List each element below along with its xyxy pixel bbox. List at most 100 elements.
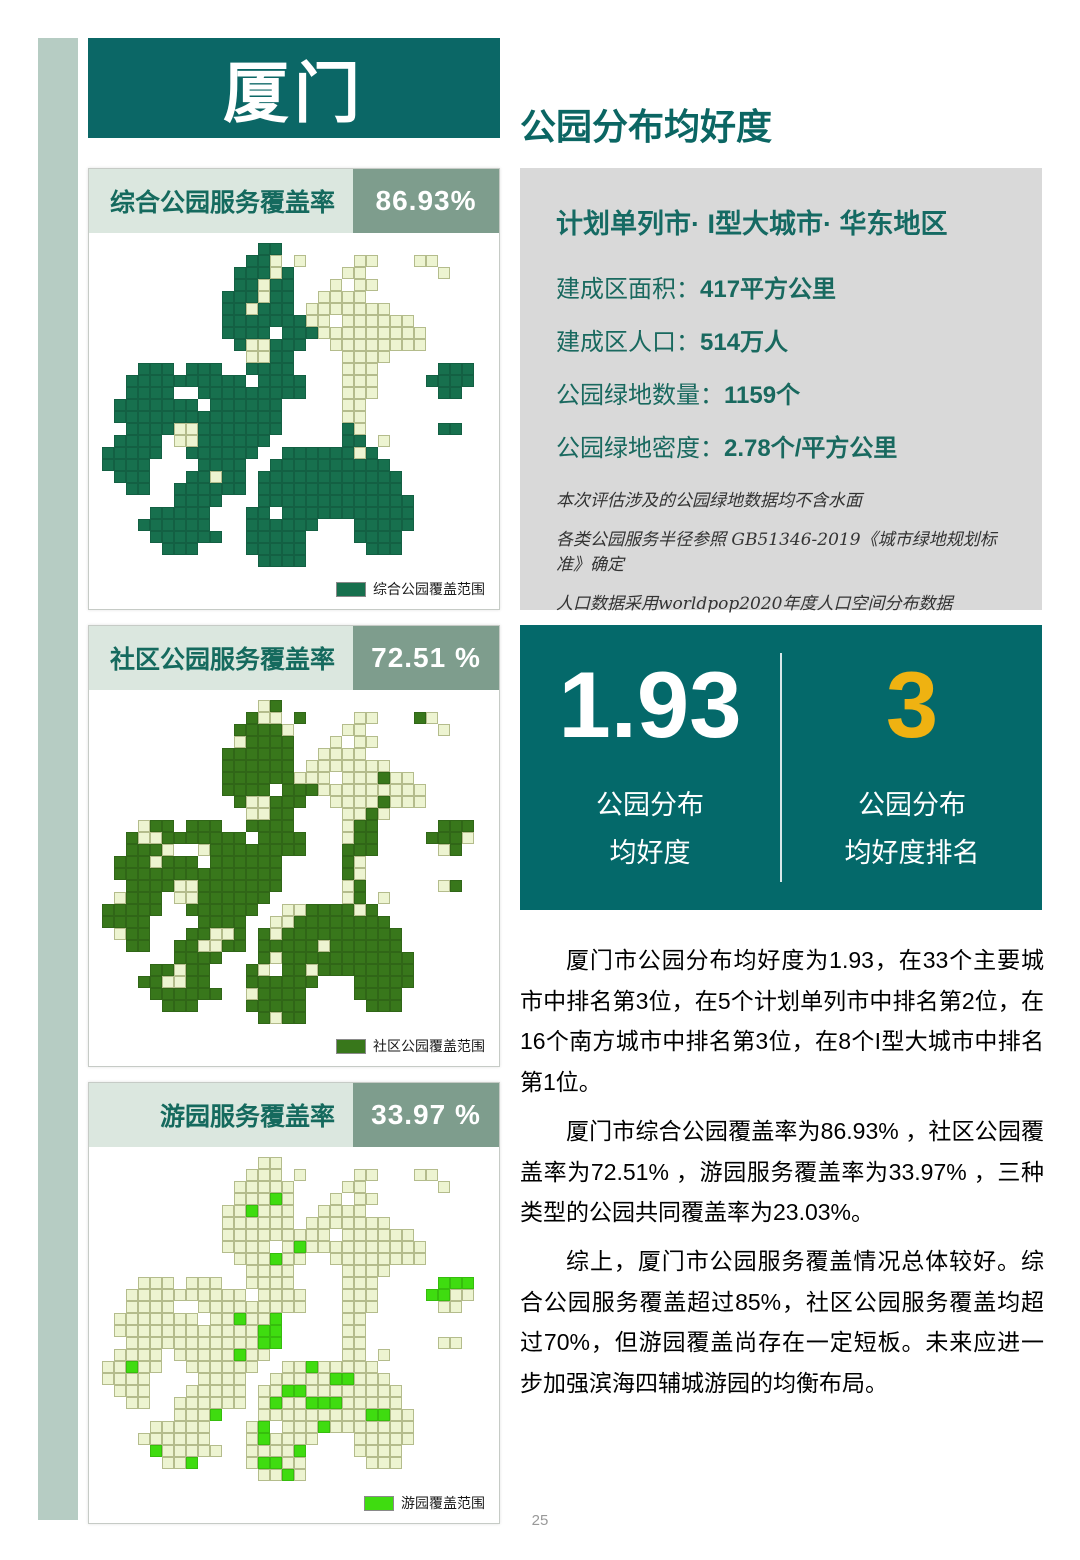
map-cell bbox=[474, 1169, 486, 1181]
map-cell bbox=[318, 1313, 330, 1325]
map-cell bbox=[294, 459, 306, 471]
map-cell bbox=[354, 1012, 366, 1024]
map-cell bbox=[174, 736, 186, 748]
map-cell bbox=[162, 928, 174, 940]
map-cell bbox=[246, 1265, 258, 1277]
map-cell bbox=[174, 700, 186, 712]
map-cell bbox=[402, 279, 414, 291]
map-cell bbox=[138, 339, 150, 351]
map-cell bbox=[186, 868, 198, 880]
map-cell bbox=[390, 1301, 402, 1313]
map-cell bbox=[174, 387, 186, 399]
map-cell bbox=[378, 243, 390, 255]
map-cell bbox=[114, 748, 126, 760]
map-cell bbox=[162, 856, 174, 868]
map-cell bbox=[186, 1337, 198, 1349]
map-cell bbox=[474, 712, 486, 724]
map-cell bbox=[282, 423, 294, 435]
map-cell bbox=[138, 1193, 150, 1205]
map-cell bbox=[294, 543, 306, 555]
map-cell bbox=[474, 1325, 486, 1337]
map-cell bbox=[294, 880, 306, 892]
map-cell bbox=[402, 1253, 414, 1265]
map-cell bbox=[450, 940, 462, 952]
map-cell bbox=[210, 435, 222, 447]
map-cell bbox=[174, 447, 186, 459]
map-cell bbox=[306, 736, 318, 748]
map-cell bbox=[438, 495, 450, 507]
map-cell bbox=[402, 1265, 414, 1277]
map-cell bbox=[186, 1193, 198, 1205]
map-cell bbox=[198, 291, 210, 303]
map-cell bbox=[330, 495, 342, 507]
map-cell bbox=[354, 1193, 366, 1205]
map-cell bbox=[126, 712, 138, 724]
map-cell bbox=[174, 952, 186, 964]
map-cell bbox=[138, 495, 150, 507]
map-cell bbox=[282, 976, 294, 988]
map-cell bbox=[102, 1000, 114, 1012]
map-cell bbox=[354, 507, 366, 519]
map-cell bbox=[354, 724, 366, 736]
map-cell bbox=[294, 411, 306, 423]
map-cell bbox=[102, 327, 114, 339]
map-cell bbox=[402, 700, 414, 712]
map-cell bbox=[414, 736, 426, 748]
map-cell bbox=[258, 736, 270, 748]
map-cell bbox=[294, 988, 306, 1000]
map-cell bbox=[198, 1169, 210, 1181]
map-cell bbox=[150, 1241, 162, 1253]
map-cell bbox=[102, 279, 114, 291]
map-cell bbox=[138, 712, 150, 724]
map-cell bbox=[318, 1301, 330, 1313]
map-cell bbox=[162, 1289, 174, 1301]
map-cell bbox=[450, 471, 462, 483]
map-cell bbox=[162, 916, 174, 928]
map-cell bbox=[174, 1169, 186, 1181]
map-cell bbox=[462, 243, 474, 255]
map-cell bbox=[198, 351, 210, 363]
map-cell bbox=[174, 820, 186, 832]
map-cell bbox=[102, 471, 114, 483]
map-cell bbox=[210, 459, 222, 471]
map-cell bbox=[306, 399, 318, 411]
map-cell bbox=[186, 423, 198, 435]
map-cell bbox=[402, 399, 414, 411]
map-cell bbox=[318, 1193, 330, 1205]
map-cell bbox=[138, 303, 150, 315]
map-cell bbox=[270, 411, 282, 423]
map-cell bbox=[210, 868, 222, 880]
map-cell bbox=[426, 700, 438, 712]
map-cell bbox=[282, 351, 294, 363]
map-cell bbox=[294, 712, 306, 724]
map-cell bbox=[138, 1253, 150, 1265]
map-cell bbox=[438, 267, 450, 279]
stat-line: 公园绿地数量：1159个 bbox=[556, 375, 1006, 410]
map-cell bbox=[114, 1217, 126, 1229]
map-cell bbox=[474, 471, 486, 483]
map-cell bbox=[414, 1169, 426, 1181]
map-cell bbox=[138, 315, 150, 327]
map-cell bbox=[462, 435, 474, 447]
map-cell bbox=[342, 1169, 354, 1181]
map-cell bbox=[318, 1349, 330, 1361]
map-cell bbox=[174, 279, 186, 291]
panel-title: 游园服务覆盖率 bbox=[89, 1083, 353, 1147]
map-cell bbox=[318, 844, 330, 856]
map-cell bbox=[222, 856, 234, 868]
map-cell bbox=[390, 387, 402, 399]
map-cell bbox=[378, 507, 390, 519]
map-cell bbox=[222, 1361, 234, 1373]
map-cell bbox=[426, 483, 438, 495]
map-cell bbox=[426, 760, 438, 772]
map-cell bbox=[426, 327, 438, 339]
map-cell bbox=[162, 1337, 174, 1349]
map-cell bbox=[462, 1349, 474, 1361]
map-cell bbox=[330, 243, 342, 255]
map-cell bbox=[102, 976, 114, 988]
map-cell bbox=[282, 1289, 294, 1301]
map-cell bbox=[246, 339, 258, 351]
map-cell bbox=[294, 760, 306, 772]
map-cell bbox=[270, 1409, 282, 1421]
